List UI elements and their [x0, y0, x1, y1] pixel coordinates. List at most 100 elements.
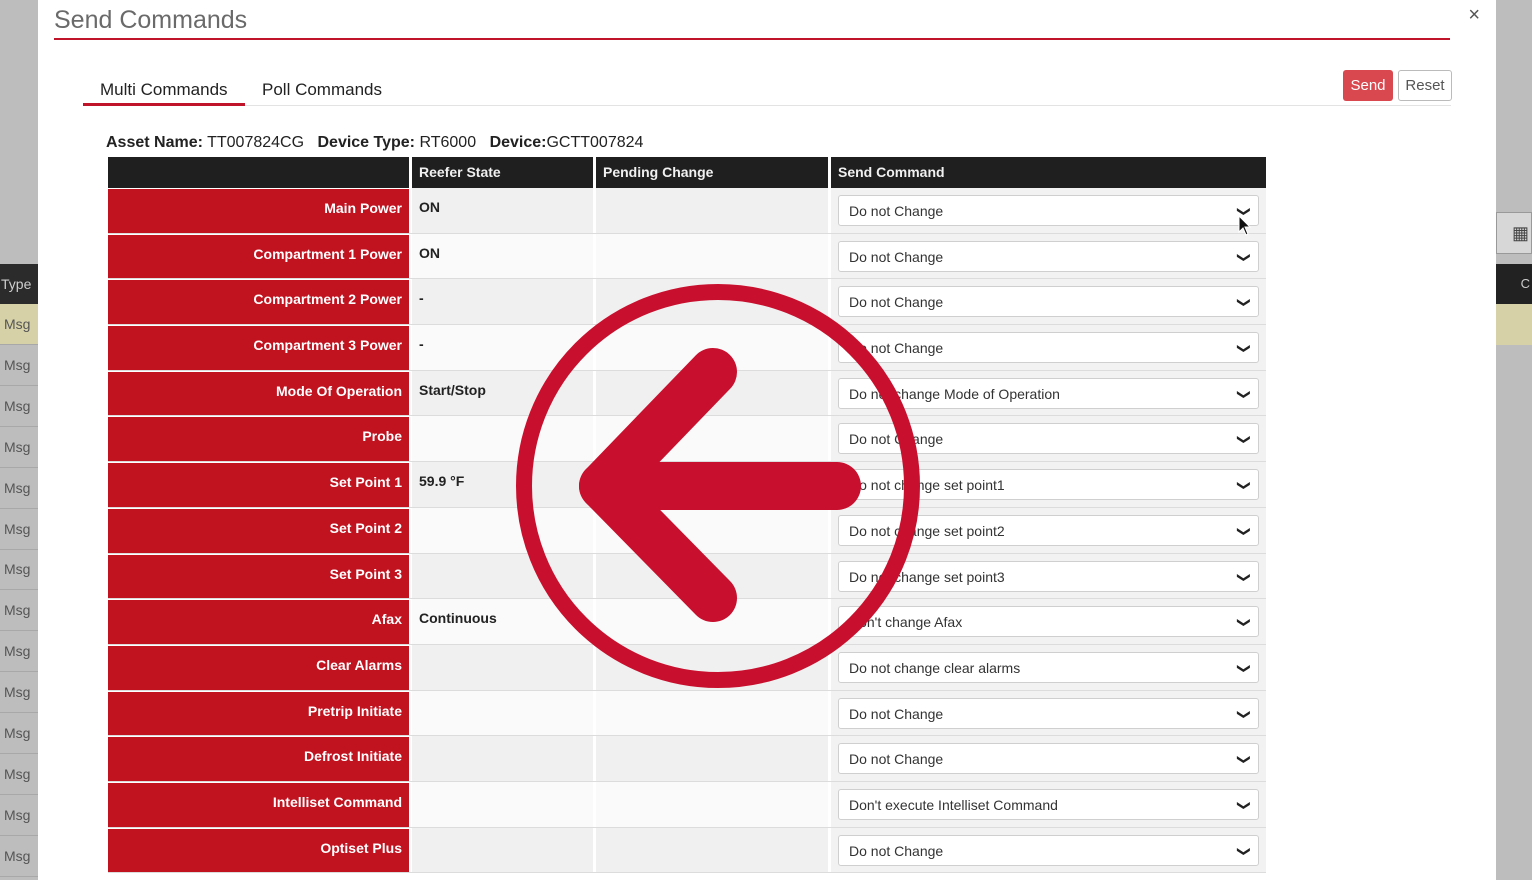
reefer-state-cell	[412, 690, 596, 736]
table-row-compartment-1-power: Compartment 1 Power ON Do not Change ❯	[108, 233, 1266, 280]
pending-change-cell	[596, 279, 831, 325]
command-select[interactable]: Do not change clear alarms ❯	[838, 651, 1259, 683]
command-select-value: Do not change set point3	[849, 568, 1005, 585]
header-blank	[108, 157, 412, 188]
chevron-down-icon: ❯	[1237, 206, 1253, 217]
device-label: Device:	[489, 134, 547, 151]
table-row-optiset-plus: Optiset Plus Do not Change ❯	[108, 827, 1266, 874]
reefer-state-cell	[412, 644, 596, 690]
background-header-cell: C	[1496, 264, 1532, 304]
grid-icon[interactable]: ▦	[1496, 212, 1532, 254]
row-label: Probe	[108, 416, 412, 462]
command-select[interactable]: Do not Change ❯	[838, 332, 1259, 364]
row-label: Compartment 2 Power	[108, 279, 412, 325]
pending-change-cell	[596, 370, 831, 416]
pending-change-cell	[596, 736, 831, 781]
command-select[interactable]: Do not change set point1 ❯	[838, 469, 1259, 501]
send-command-cell: Don't execute Intelliset Command ❯	[831, 781, 1266, 827]
command-select[interactable]: Do not change set point3 ❯	[838, 560, 1259, 592]
close-icon[interactable]: ×	[1468, 4, 1480, 26]
pending-change-cell	[596, 462, 831, 507]
send-command-cell: Do not change clear alarms ❯	[831, 644, 1266, 690]
command-select[interactable]: Do not Change ❯	[838, 195, 1259, 226]
send-command-cell: Do not Change ❯	[831, 416, 1266, 462]
command-select[interactable]: Do not Change ❯	[838, 240, 1259, 272]
command-select[interactable]: Do not Change ❯	[838, 743, 1259, 775]
table-body: Main Power ON Do not Change ❯ Compartment 1 …	[108, 188, 1266, 874]
command-select-value: Do not Change	[849, 751, 944, 768]
send-command-cell: Do not Change ❯	[831, 233, 1266, 279]
reefer-state-cell	[412, 781, 596, 827]
chevron-down-icon: ❯	[1237, 571, 1253, 583]
asset-name-label: Asset Name:	[106, 134, 203, 151]
table-row-pretrip-initiate: Pretrip Initiate Do not Change ❯	[108, 690, 1266, 737]
command-tabs: Multi Commands Poll Commands	[83, 76, 1451, 106]
pending-change-cell	[596, 827, 831, 873]
table-row-afax: Afax Continuous Don't change Afax ❯	[108, 599, 1266, 645]
tab-poll-commands[interactable]: Poll Commands	[262, 80, 382, 99]
row-label: Set Point 1	[108, 462, 412, 507]
reset-button[interactable]: Reset	[1398, 70, 1452, 101]
pending-change-cell	[596, 233, 831, 279]
header-pending-change: Pending Change	[596, 157, 831, 188]
send-command-cell: Do not change set point3 ❯	[831, 553, 1266, 599]
row-label: Compartment 3 Power	[108, 325, 412, 370]
command-select-value: Do not change set point2	[849, 522, 1005, 539]
header-send-command: Send Command	[838, 164, 945, 180]
table-header: Reefer State Pending Change Send Command	[108, 157, 1266, 188]
device-value: GCTT007824	[546, 134, 644, 151]
pending-change-cell	[596, 188, 831, 233]
command-select-value: Do not Change	[849, 203, 944, 219]
chevron-down-icon: ❯	[1237, 297, 1253, 309]
chevron-down-icon: ❯	[1237, 617, 1253, 629]
background-list-panel: Type Msg Msg Msg Msg Msg Msg Msg Msg Msg Msg Msg Ms…	[0, 0, 38, 880]
command-select[interactable]: Do not Change ❯	[838, 286, 1259, 318]
send-command-cell: Do not change set point2 ❯	[831, 507, 1266, 553]
commands-table: Reefer State Pending Change Send Command…	[108, 157, 1266, 874]
send-command-cell: Do not Change ❯	[831, 690, 1266, 736]
command-select-value: Do not change Mode of Operation	[849, 385, 1060, 402]
background-list-row: Msg	[0, 795, 38, 836]
send-button[interactable]: Send	[1343, 70, 1393, 101]
background-list-row: Msg	[0, 549, 38, 591]
reefer-state-cell	[412, 827, 596, 873]
reefer-state-cell: Start/Stop	[412, 370, 596, 416]
row-label: Pretrip Initiate	[108, 690, 412, 736]
send-command-cell: Do not Change ❯	[831, 188, 1266, 233]
tab-multi-commands[interactable]: Multi Commands	[83, 76, 245, 106]
command-select[interactable]: Do not Change ❯	[838, 834, 1259, 866]
table-row-set-point-2: Set Point 2 Do not change set point2 ❯	[108, 507, 1266, 554]
send-command-cell: Do not change set point1 ❯	[831, 462, 1266, 507]
reefer-state-cell: -	[412, 325, 596, 370]
command-select-value: Do not Change	[849, 705, 944, 722]
send-command-cell: Do not Change ❯	[831, 736, 1266, 781]
row-label: Compartment 1 Power	[108, 233, 412, 279]
command-select[interactable]: Don't execute Intelliset Command ❯	[838, 788, 1259, 820]
asset-info: Asset Name: TT007824CG Device Type: RT60…	[106, 134, 643, 152]
command-select[interactable]: Do not Change ❯	[838, 423, 1259, 455]
command-select[interactable]: Do not change Mode of Operation ❯	[838, 377, 1259, 409]
command-select-value: Do not Change	[849, 431, 944, 448]
send-command-cell: Don't change Afax ❯	[831, 599, 1266, 644]
command-select-value: Do not change set point1	[849, 477, 1005, 494]
table-row-probe: Probe Do not Change ❯	[108, 416, 1266, 463]
background-list-row: Msg	[0, 509, 38, 550]
row-label: Optiset Plus	[108, 827, 412, 873]
pending-change-cell	[596, 644, 831, 690]
background-list-row: Msg	[0, 631, 38, 673]
table-row-compartment-2-power: Compartment 2 Power - Do not Change ❯	[108, 279, 1266, 326]
row-label: Intelliset Command	[108, 781, 412, 827]
command-select[interactable]: Don't change Afax ❯	[838, 606, 1259, 638]
command-select[interactable]: Do not Change ❯	[838, 697, 1259, 729]
chevron-down-icon: ❯	[1237, 754, 1253, 766]
chevron-down-icon: ❯	[1237, 662, 1253, 674]
background-highlight-row	[1496, 304, 1532, 345]
table-row-set-point-1: Set Point 1 59.9 °F Do not change set poin…	[108, 462, 1266, 508]
background-list-row: Msg	[0, 713, 38, 754]
background-list-row: Msg	[0, 754, 38, 795]
command-select[interactable]: Do not change set point2 ❯	[838, 514, 1259, 546]
reefer-state-cell: Continuous	[412, 599, 596, 644]
background-list-row: Msg	[0, 345, 38, 386]
device-type-label: Device Type:	[317, 134, 416, 151]
command-select-value: Do not change clear alarms	[849, 659, 1021, 676]
